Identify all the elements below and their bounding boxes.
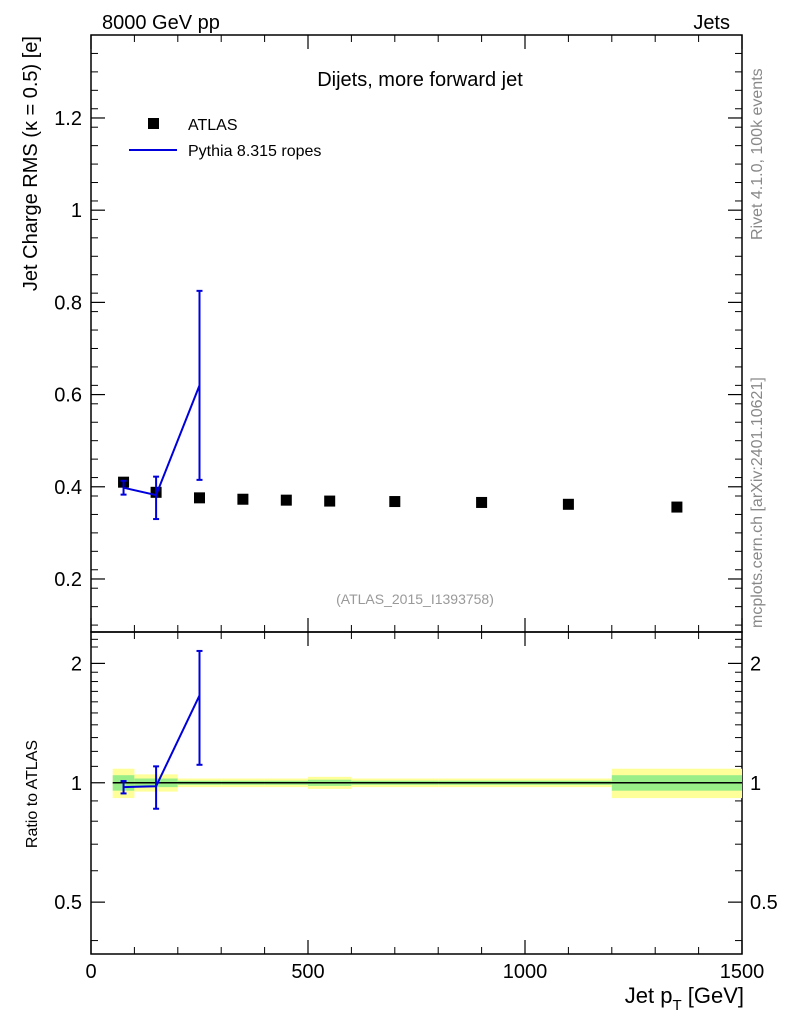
atlas-data-point xyxy=(324,495,336,507)
atlas-data-point xyxy=(562,498,574,510)
pythia-line xyxy=(123,384,201,497)
main-y-tick-label: 0.8 xyxy=(54,292,82,314)
ratio-series-layer xyxy=(120,649,203,810)
ratio-y-axis-title: Ratio to ATLAS xyxy=(24,740,41,848)
x-tick-label: 1500 xyxy=(720,961,765,983)
axis-tick-labels: 0.2 0.4 0.6 0.8 1 1.2 0 500 1000 1500 0.5 0.5 1 1 2 2 xyxy=(54,108,778,983)
ratio-y-tick-label-left: 1 xyxy=(71,773,82,795)
legend-atlas-marker xyxy=(148,118,159,129)
main-y-tick-label: 0.4 xyxy=(54,477,82,499)
ratio-y-tick-label-left: 2 xyxy=(71,653,82,675)
analysis-watermark: (ATLAS_2015_I1393758) xyxy=(336,591,494,607)
main-y-tick-label: 0.6 xyxy=(54,385,82,407)
atlas-data-point xyxy=(237,493,249,505)
atlas-data-point xyxy=(671,501,683,513)
x-tick-label: 0 xyxy=(85,961,96,983)
main-y-tick-label: 1 xyxy=(71,200,82,222)
atlas-data-point xyxy=(476,496,488,508)
ratio-y-tick-label-right: 0.5 xyxy=(750,892,778,914)
main-y-tick-label: 0.2 xyxy=(54,569,82,591)
header-energy-label: 8000 GeV pp xyxy=(102,12,220,34)
mcplots-label: mcplots.cern.ch [arXiv:2401.10621] xyxy=(749,377,766,628)
legend-atlas-label: ATLAS xyxy=(188,117,238,134)
ratio-pythia-line xyxy=(123,695,201,789)
legend-pythia-label: Pythia 8.315 ropes xyxy=(188,143,321,160)
main-panel-title: Dijets, more forward jet xyxy=(317,69,523,91)
ratio-y-tick-label-left: 0.5 xyxy=(54,892,82,914)
atlas-data-point xyxy=(389,496,401,508)
atlas-data-point xyxy=(280,494,292,506)
x-axis-title-text: Jet p xyxy=(625,983,673,1008)
ratio-y-tick-label-right: 2 xyxy=(750,653,761,675)
axis-ticks xyxy=(90,35,743,954)
x-axis-title-subscript: T xyxy=(672,997,681,1014)
main-y-axis-title: Jet Charge RMS (κ = 0.5) [e] xyxy=(20,36,42,291)
main-y-tick-label: 1.2 xyxy=(54,108,82,130)
x-axis-title-unit: [GeV] xyxy=(682,983,744,1008)
x-tick-label: 1000 xyxy=(503,961,548,983)
header-jets-label: Jets xyxy=(693,12,730,34)
atlas-data-point xyxy=(194,492,205,504)
ratio-y-tick-label-right: 1 xyxy=(750,773,761,795)
x-axis-title: Jet pT [GeV] xyxy=(625,983,744,1014)
main-series-layer xyxy=(118,289,683,521)
x-tick-label: 500 xyxy=(291,961,324,983)
rivet-version-label: Rivet 4.1.0, 100k events xyxy=(749,68,766,240)
ratio-uncertainty-bands xyxy=(112,768,742,799)
